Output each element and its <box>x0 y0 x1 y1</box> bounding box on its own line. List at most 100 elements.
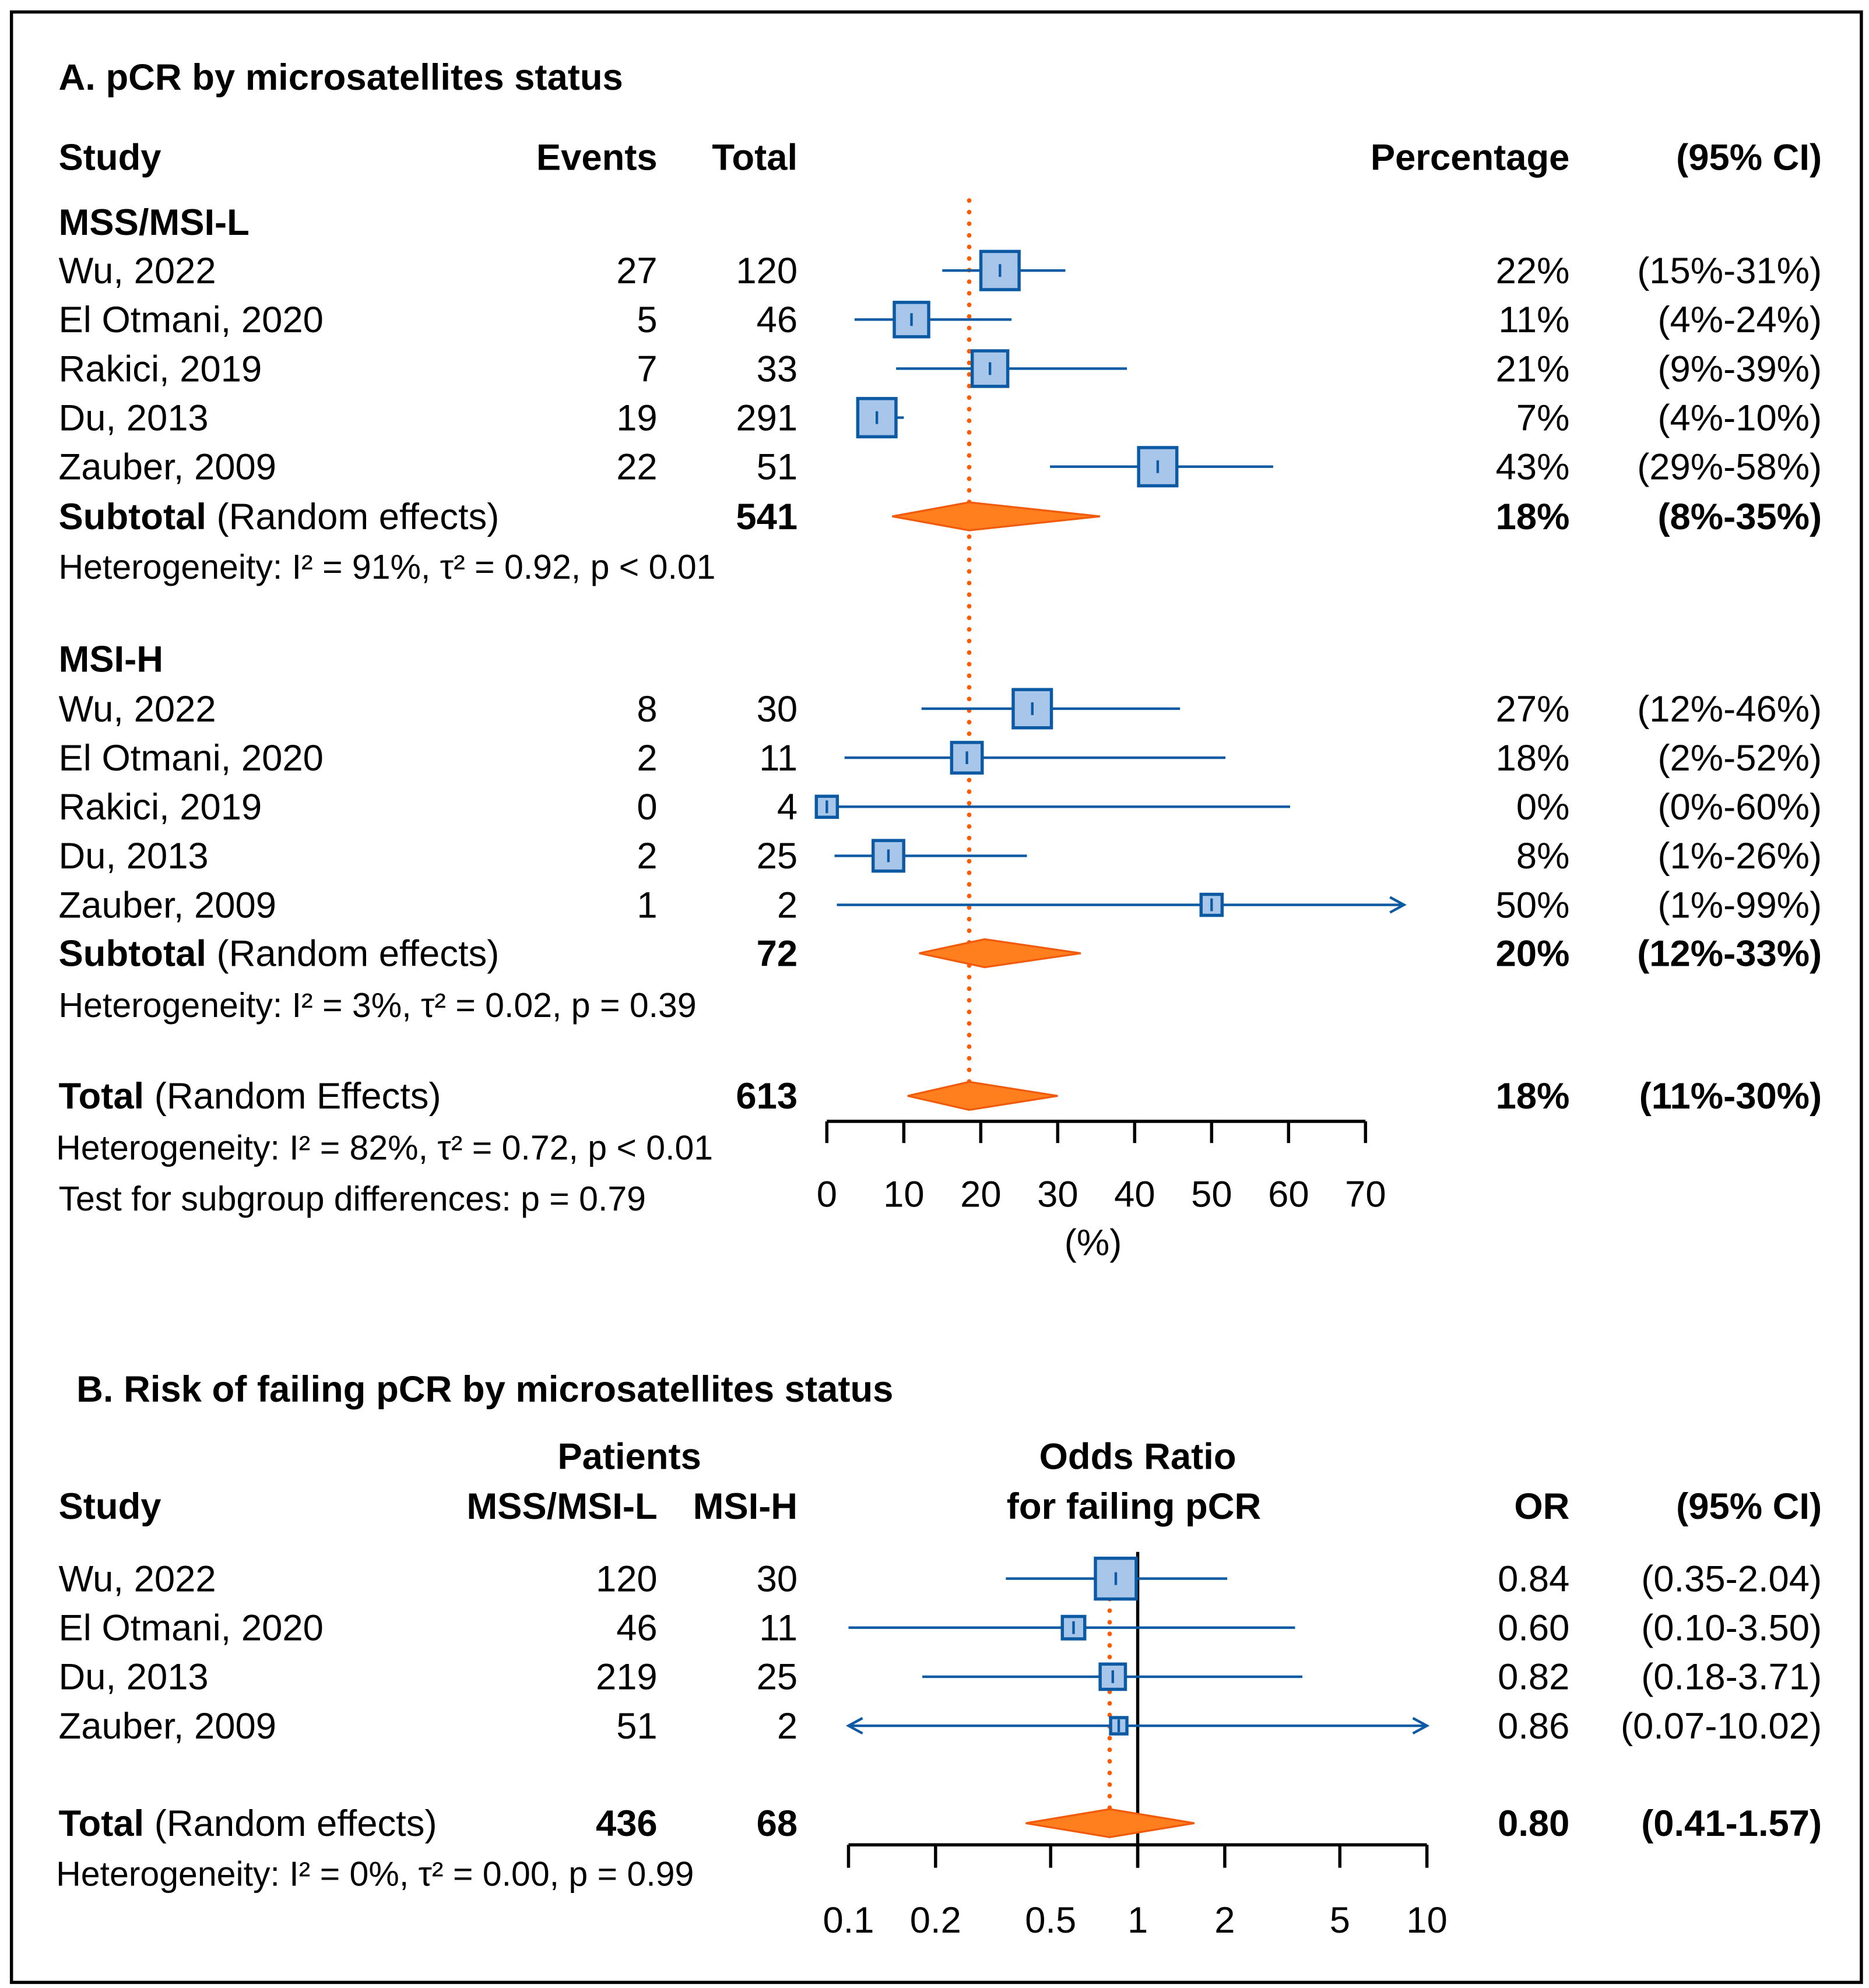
study-name: Wu, 2022 <box>59 1558 216 1599</box>
study-percentage: 50% <box>1496 885 1570 926</box>
study-msi-h-count: 2 <box>777 1706 798 1747</box>
label-bold: Subtotal <box>59 497 206 537</box>
study-ci: (0.35-2.04) <box>1641 1558 1822 1599</box>
x-axis-label: (%) <box>1065 1223 1122 1264</box>
study-box <box>979 249 1021 291</box>
x-tick-label: 30 <box>1037 1174 1078 1215</box>
study-ci: (0.07-10.02) <box>1621 1706 1822 1747</box>
x-tick-label: 50 <box>1191 1174 1232 1215</box>
study-name: Rakici, 2019 <box>59 787 262 828</box>
study-name: Zauber, 2009 <box>59 447 276 488</box>
x-tick-label: 20 <box>960 1174 1001 1215</box>
study-percentage: 27% <box>1496 689 1570 730</box>
study-percentage: 11% <box>1498 300 1569 340</box>
header-total: Total <box>712 138 798 178</box>
study-name: El Otmani, 2020 <box>59 300 324 340</box>
study-box <box>1094 1556 1138 1601</box>
study-total: 11 <box>759 738 798 779</box>
study-or: 0.86 <box>1498 1706 1569 1747</box>
study-events: 5 <box>637 300 657 340</box>
total-mss-count: 436 <box>596 1803 658 1844</box>
study-events: 2 <box>637 836 657 877</box>
subtotal-ci: (8%-35%) <box>1657 497 1822 537</box>
x-tick-label: 1 <box>1127 1900 1148 1941</box>
study-total: 33 <box>757 349 798 389</box>
subgroup-test-text: Test for subgroup differences: p = 0.79 <box>59 1180 646 1218</box>
study-name: Zauber, 2009 <box>59 885 276 926</box>
x-tick-label: 0.5 <box>1025 1900 1076 1941</box>
subtotal-percentage: 18% <box>1496 497 1570 537</box>
study-events: 0 <box>637 787 657 828</box>
study-ci: (0.10-3.50) <box>1641 1608 1822 1649</box>
x-tick-label: 2 <box>1214 1900 1235 1941</box>
study-total: 30 <box>757 689 798 730</box>
study-ci: (4%-10%) <box>1657 397 1822 438</box>
subtotal-percentage: 20% <box>1496 933 1570 974</box>
study-or: 0.84 <box>1498 1558 1569 1599</box>
study-events: 1 <box>637 885 657 926</box>
x-tick-label: 5 <box>1330 1900 1350 1941</box>
heterogeneity-text: Heterogeneity: I² = 0%, τ² = 0.00, p = 0… <box>56 1855 694 1893</box>
study-total: 2 <box>777 885 798 926</box>
study-or: 0.82 <box>1498 1657 1569 1698</box>
study-total: 4 <box>777 787 798 828</box>
subtotal-total: 541 <box>736 497 798 537</box>
study-name: Wu, 2022 <box>59 251 216 291</box>
study-ci: (12%-46%) <box>1637 689 1822 730</box>
header-odds-ratio: Odds Ratio <box>1039 1437 1236 1477</box>
study-msi-h-count: 30 <box>757 1558 798 1599</box>
label-bold: Total <box>59 1076 145 1117</box>
study-percentage: 18% <box>1496 738 1570 779</box>
study-box <box>950 741 984 775</box>
subtotal-label: Subtotal (Random effects) <box>59 497 500 537</box>
header-events: Events <box>536 138 658 178</box>
study-ci: (4%-24%) <box>1657 300 1822 340</box>
study-mss-count: 51 <box>616 1706 657 1747</box>
study-mss-count: 46 <box>616 1608 657 1649</box>
study-percentage: 21% <box>1496 349 1570 389</box>
study-percentage: 7% <box>1516 397 1570 438</box>
study-ci: (1%-99%) <box>1657 885 1822 926</box>
label-rest: (Random effects) <box>206 933 499 974</box>
study-msi-h-count: 11 <box>759 1608 798 1649</box>
study-events: 8 <box>637 689 657 730</box>
label-rest: (Random effects) <box>144 1803 437 1844</box>
study-events: 27 <box>616 251 657 291</box>
study-box <box>1199 892 1224 917</box>
label-bold: Total <box>59 1803 145 1844</box>
study-total: 120 <box>736 251 798 291</box>
total-label: Total (Random effects) <box>59 1803 437 1844</box>
total-ci: (0.41-1.57) <box>1641 1803 1822 1844</box>
study-name: El Otmani, 2020 <box>59 1608 324 1649</box>
x-tick-label: 10 <box>883 1174 924 1215</box>
subgroup-header: MSI-H <box>59 639 164 680</box>
total-count: 613 <box>736 1076 798 1117</box>
study-percentage: 8% <box>1516 836 1570 877</box>
study-ci: (9%-39%) <box>1657 349 1822 389</box>
subgroup-header: MSS/MSI-L <box>59 202 250 243</box>
heterogeneity-text: Heterogeneity: I² = 82%, τ² = 0.72, p < … <box>56 1129 713 1167</box>
study-ci: (0%-60%) <box>1657 787 1822 828</box>
study-mss-count: 120 <box>596 1558 658 1599</box>
label-rest: (Random Effects) <box>144 1076 441 1117</box>
total-diamond <box>907 1081 1058 1111</box>
study-name: Du, 2013 <box>59 1657 209 1698</box>
heterogeneity-text: Heterogeneity: I² = 3%, τ² = 0.02, p = 0… <box>59 986 697 1025</box>
x-tick-label: 60 <box>1268 1174 1309 1215</box>
panel-b-title: B. Risk of failing pCR by microsatellite… <box>76 1369 893 1410</box>
total-label: Total (Random Effects) <box>59 1076 441 1117</box>
header-study: Study <box>59 138 161 178</box>
total-diamond <box>1025 1808 1195 1838</box>
header-percentage: Percentage <box>1371 138 1570 178</box>
study-name: El Otmani, 2020 <box>59 738 324 779</box>
header-or: OR <box>1514 1486 1569 1527</box>
x-tick-label: 0.1 <box>823 1900 874 1941</box>
subtotal-total: 72 <box>757 933 798 974</box>
study-or: 0.60 <box>1498 1608 1569 1649</box>
total-msi-h-count: 68 <box>757 1803 798 1844</box>
subtotal-diamond <box>919 938 1081 969</box>
total-ci: (11%-30%) <box>1639 1076 1822 1117</box>
study-name: Du, 2013 <box>59 397 209 438</box>
header-msi-h: MSI-H <box>693 1486 798 1527</box>
header-study: Study <box>59 1486 161 1527</box>
